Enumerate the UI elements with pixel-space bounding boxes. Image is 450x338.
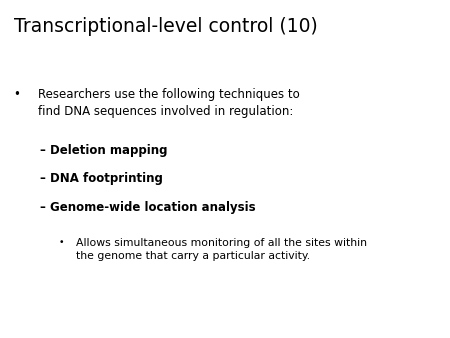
Text: – DNA footprinting: – DNA footprinting <box>40 172 163 185</box>
Text: – Genome-wide location analysis: – Genome-wide location analysis <box>40 201 256 214</box>
Text: Allows simultaneous monitoring of all the sites within
the genome that carry a p: Allows simultaneous monitoring of all th… <box>76 238 368 262</box>
Text: •: • <box>58 238 64 247</box>
Text: •: • <box>14 88 20 101</box>
Text: – Deletion mapping: – Deletion mapping <box>40 144 168 156</box>
Text: Transcriptional-level control (10): Transcriptional-level control (10) <box>14 17 317 36</box>
Text: Researchers use the following techniques to
find DNA sequences involved in regul: Researchers use the following techniques… <box>38 88 300 118</box>
